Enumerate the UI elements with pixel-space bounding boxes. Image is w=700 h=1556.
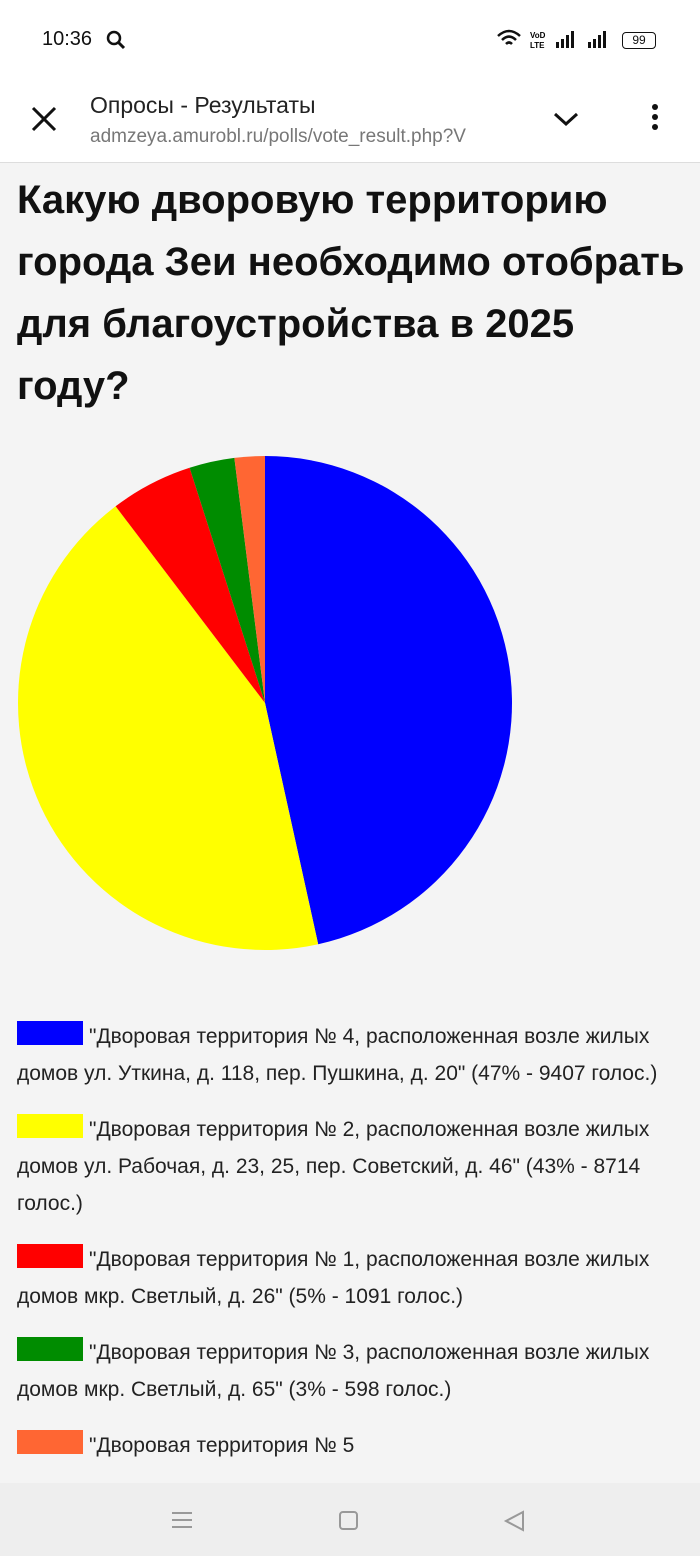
legend-entry: "Дворовая территория № 3, расположенная … xyxy=(17,1334,687,1408)
legend-label: "Дворовая территория № 5 xyxy=(89,1434,355,1457)
back-button[interactable] xyxy=(503,1510,525,1532)
pie-slice xyxy=(189,457,265,703)
pie-slice xyxy=(17,506,319,950)
home-button[interactable] xyxy=(338,1510,360,1532)
svg-text:LTE: LTE xyxy=(530,41,545,50)
legend-entry: "Дворовая территория № 2, расположенная … xyxy=(17,1111,687,1222)
battery: 99 xyxy=(622,32,656,49)
page-url: admzeya.amurobl.ru/polls/vote_result.php… xyxy=(90,126,466,147)
legend-swatch xyxy=(17,1430,83,1454)
pie-slice xyxy=(115,467,266,703)
expand-button[interactable] xyxy=(552,110,580,128)
search-icon xyxy=(106,30,126,50)
navigation-bar xyxy=(0,1483,700,1556)
clock: 10:36 xyxy=(42,28,93,50)
pie-slice xyxy=(234,456,265,703)
browser-toolbar: Опросы - Результаты admzeya.amurobl.ru/p… xyxy=(0,80,700,163)
legend-entry: "Дворовая территория № 1, расположенная … xyxy=(17,1241,687,1315)
status-bar: 10:36 VoD LTE 99 xyxy=(0,0,700,80)
legend-entry: "Дворовая территория № 4, расположенная … xyxy=(17,1018,687,1092)
close-button[interactable] xyxy=(30,105,58,133)
page-title: Опросы - Результаты xyxy=(90,92,316,118)
legend-swatch xyxy=(17,1337,83,1361)
legend-swatch xyxy=(17,1021,83,1045)
legend-label: "Дворовая территория № 2, расположенная … xyxy=(17,1118,650,1215)
legend-label: "Дворовая территория № 1, расположенная … xyxy=(17,1248,650,1308)
legend: "Дворовая территория № 4, расположенная … xyxy=(17,1018,687,1483)
legend-label: "Дворовая территория № 3, расположенная … xyxy=(17,1341,650,1401)
pie-slice xyxy=(265,456,513,945)
svg-text:VoD: VoD xyxy=(530,31,546,40)
legend-swatch xyxy=(17,1114,83,1138)
legend-swatch xyxy=(17,1244,83,1268)
legend-entry: "Дворовая территория № 5 xyxy=(17,1427,687,1464)
pie-chart xyxy=(17,456,513,950)
page-content: Какую дворовую территорию города Зеи нео… xyxy=(0,163,700,1483)
legend-label: "Дворовая территория № 4, расположенная … xyxy=(17,1025,658,1085)
menu-button[interactable] xyxy=(648,102,662,134)
poll-title: Какую дворовую территорию города Зеи нео… xyxy=(17,178,685,408)
recent-apps-button[interactable] xyxy=(170,1510,194,1530)
